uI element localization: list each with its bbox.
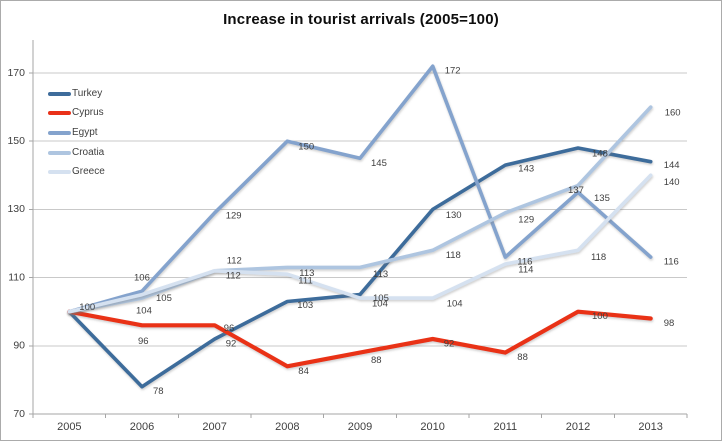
data-label-cyprus: 96 bbox=[138, 336, 149, 347]
series-line-turkey[interactable] bbox=[67, 146, 653, 389]
data-label-cyprus: 88 bbox=[371, 355, 382, 366]
legend-swatch-greece bbox=[48, 170, 71, 175]
y-axis-label: 170 bbox=[7, 67, 25, 79]
chart-title: Increase in tourist arrivals (2005=100) bbox=[223, 11, 499, 28]
legend-label-cyprus: Cyprus bbox=[72, 107, 104, 119]
data-label-turkey: 100 bbox=[79, 302, 95, 313]
data-label-egypt: 172 bbox=[445, 66, 461, 77]
y-axis-label: 130 bbox=[7, 203, 25, 215]
data-label-turkey: 143 bbox=[518, 164, 534, 175]
data-label-egypt: 116 bbox=[517, 257, 532, 268]
x-axis-label: 2007 bbox=[202, 421, 226, 433]
data-label-cyprus: 98 bbox=[664, 318, 675, 329]
data-label-cyprus: 92 bbox=[444, 339, 455, 350]
data-label-turkey: 92 bbox=[226, 339, 237, 350]
data-label-croatia: 104 bbox=[136, 306, 152, 317]
data-label-croatia: 112 bbox=[227, 255, 242, 266]
legend-swatch-turkey bbox=[48, 91, 71, 96]
x-axis-label: 2012 bbox=[566, 421, 590, 433]
x-axis-label: 2013 bbox=[638, 421, 662, 433]
legend-item-turkey[interactable]: Turkey bbox=[48, 84, 105, 104]
data-label-egypt: 135 bbox=[594, 193, 610, 204]
data-label-croatia: 118 bbox=[446, 250, 461, 261]
y-axis-label: 90 bbox=[13, 340, 25, 352]
data-label-turkey: 148 bbox=[592, 149, 608, 160]
series-line-egypt[interactable] bbox=[67, 64, 653, 314]
data-label-croatia: 137 bbox=[568, 185, 584, 196]
x-axis-label: 2010 bbox=[420, 421, 444, 433]
data-label-greece: 112 bbox=[226, 270, 241, 281]
data-label-cyprus: 88 bbox=[517, 352, 528, 363]
data-label-croatia: 113 bbox=[373, 269, 388, 280]
legend-swatch-egypt bbox=[48, 130, 71, 135]
legend: Turkey Cyprus Egypt Croatia Greece bbox=[48, 84, 105, 182]
data-label-cyprus: 100 bbox=[592, 311, 608, 322]
legend-item-egypt[interactable]: Egypt bbox=[48, 123, 105, 143]
legend-swatch-cyprus bbox=[48, 111, 71, 116]
data-label-egypt: 145 bbox=[371, 158, 387, 169]
data-label-greece: 104 bbox=[447, 299, 463, 310]
data-label-egypt: 129 bbox=[226, 210, 242, 221]
x-axis-label: 2005 bbox=[57, 421, 81, 433]
legend-item-croatia[interactable]: Croatia bbox=[48, 143, 105, 163]
x-axis-label: 2006 bbox=[130, 421, 154, 433]
data-label-turkey: 105 bbox=[373, 293, 389, 304]
y-axis-label: 70 bbox=[13, 408, 25, 420]
series-line-greece[interactable] bbox=[67, 173, 653, 314]
y-axis-label: 150 bbox=[7, 135, 25, 147]
data-label-turkey: 130 bbox=[446, 210, 462, 221]
data-label-egypt: 150 bbox=[298, 142, 314, 153]
data-label-greece: 114 bbox=[518, 265, 533, 276]
x-axis-label: 2008 bbox=[275, 421, 299, 433]
legend-item-cyprus[interactable]: Cyprus bbox=[48, 104, 105, 124]
data-label-greece: 140 bbox=[664, 177, 680, 188]
legend-label-croatia: Croatia bbox=[72, 146, 105, 158]
data-label-cyprus: 96 bbox=[224, 323, 235, 334]
data-label-croatia: 160 bbox=[665, 108, 681, 119]
x-axis-label: 2009 bbox=[348, 421, 372, 433]
legend-swatch-croatia bbox=[48, 150, 71, 155]
y-axis-label: 110 bbox=[8, 271, 25, 283]
legend-label-turkey: Turkey bbox=[72, 87, 103, 99]
data-label-greece: 105 bbox=[156, 293, 172, 304]
data-label-egypt: 106 bbox=[134, 273, 150, 284]
data-label-greece: 111 bbox=[298, 276, 312, 287]
x-axis-label: 2011 bbox=[494, 421, 518, 433]
data-label-turkey: 78 bbox=[153, 386, 164, 397]
data-label-turkey: 103 bbox=[297, 300, 313, 311]
data-label-croatia: 113 bbox=[299, 268, 314, 279]
data-label-cyprus: 84 bbox=[298, 366, 309, 377]
legend-item-greece[interactable]: Greece bbox=[48, 162, 105, 182]
data-label-croatia: 129 bbox=[518, 214, 534, 225]
series-line-croatia[interactable] bbox=[67, 105, 653, 314]
data-label-egypt: 116 bbox=[664, 257, 679, 268]
data-label-greece: 104 bbox=[372, 299, 388, 310]
series-line-cyprus[interactable] bbox=[67, 309, 653, 369]
data-label-turkey: 144 bbox=[664, 160, 680, 171]
legend-label-greece: Greece bbox=[72, 166, 105, 178]
data-label-greece: 118 bbox=[591, 252, 606, 263]
legend-label-egypt: Egypt bbox=[72, 126, 98, 138]
